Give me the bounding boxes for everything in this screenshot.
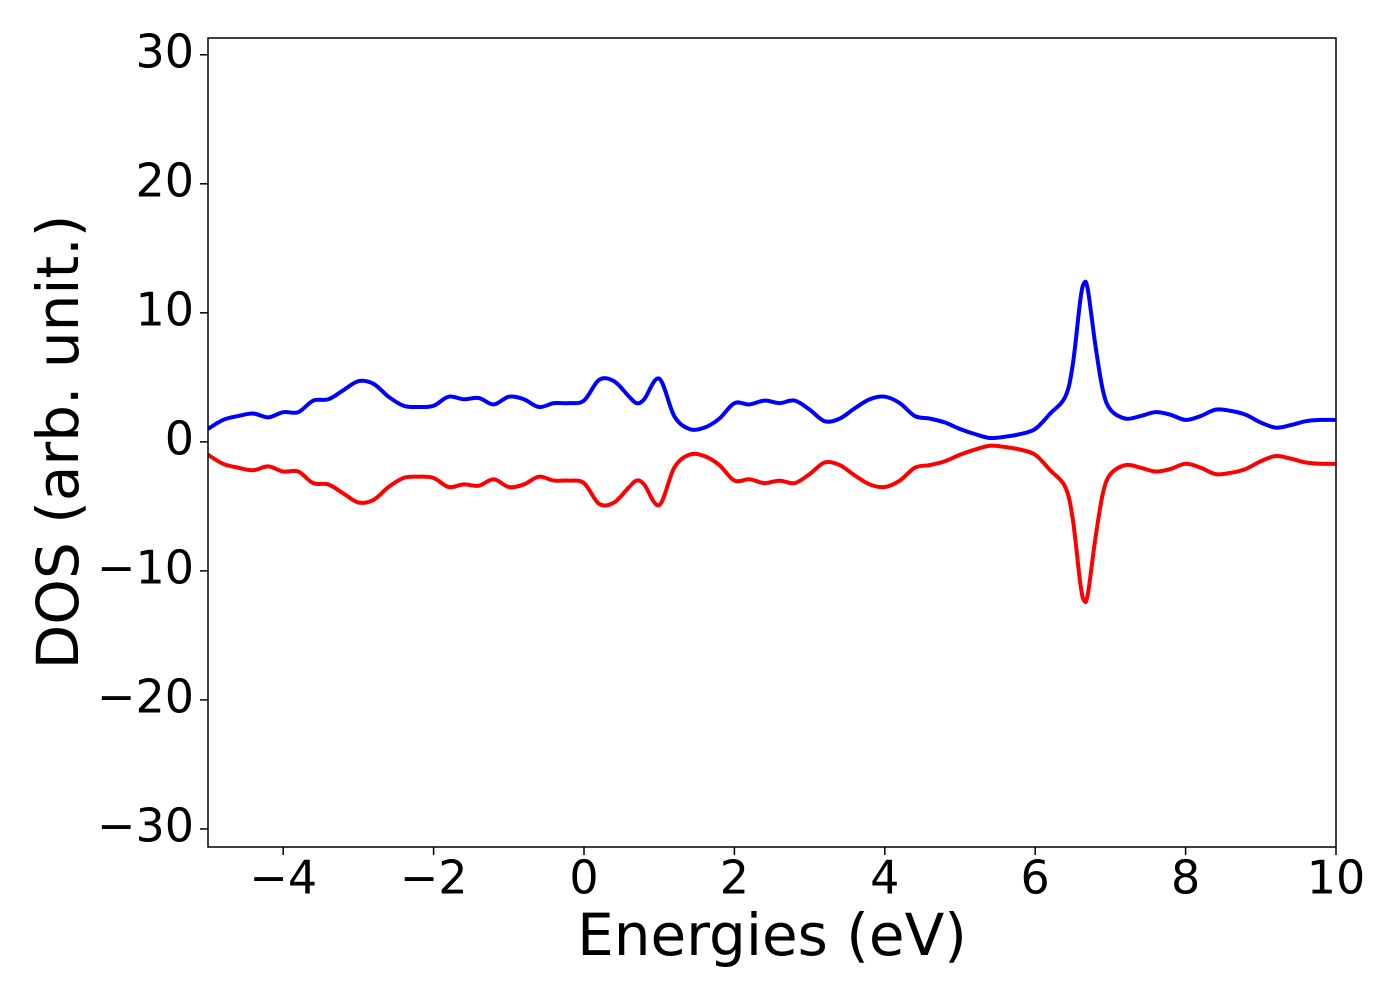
line-series: [208, 443, 1336, 604]
y-tick-label: 30: [135, 24, 194, 78]
y-tick-label: 20: [135, 153, 194, 207]
y-tick-label: −10: [97, 540, 194, 594]
line-series: [208, 279, 1336, 441]
x-tick-label: 8: [1171, 851, 1200, 905]
x-tick-label: 10: [1307, 851, 1366, 905]
y-tick-label: −20: [97, 669, 194, 723]
x-tick-label: 6: [1021, 851, 1050, 905]
x-tick-label: −4: [249, 851, 317, 905]
y-tick-label: −30: [97, 798, 194, 852]
y-tick-label: 0: [165, 411, 194, 465]
x-axis-label: Energies (eV): [577, 901, 967, 969]
plot-frame: [207, 37, 1337, 848]
x-tick-label: −2: [400, 851, 468, 905]
x-tick-label: 4: [870, 851, 899, 905]
x-tick-label: 2: [720, 851, 749, 905]
y-tick-label: 10: [135, 282, 194, 336]
y-axis-label: DOS (arb. unit.): [24, 215, 92, 670]
x-tick-label: 0: [569, 851, 598, 905]
